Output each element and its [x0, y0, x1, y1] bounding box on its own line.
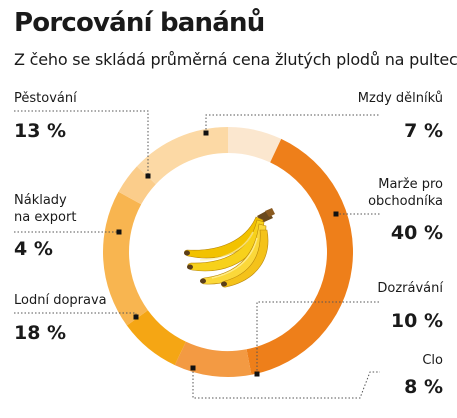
- leader-pestovani-marker: [145, 173, 151, 179]
- leader-clo: [192, 368, 380, 399]
- slice-lodni-doprava: [103, 191, 148, 326]
- label-pestovani: Pěstování: [14, 91, 77, 106]
- label-naklady-export: Náklady na export: [14, 192, 76, 226]
- leader-lodni: [14, 312, 137, 317]
- leader-pestovani: [14, 110, 149, 176]
- value-pestovani: 13 %: [14, 120, 67, 142]
- leader-dozravani: [256, 301, 380, 374]
- label-naklady-line2: na export: [14, 210, 77, 225]
- leader-marze-marker: [333, 211, 339, 217]
- slice-marze-pro-obchodnika: [246, 138, 354, 375]
- value-naklady-export: 4 %: [14, 238, 53, 260]
- leader-clo-marker: [190, 365, 196, 371]
- slice-mzdy-delniku: [228, 127, 282, 163]
- slice-pestovani: [136, 127, 228, 185]
- label-naklady-line1: Náklady: [14, 193, 67, 208]
- label-lodni-doprava: Lodní doprava: [14, 293, 107, 308]
- leader-lodni-marker: [133, 314, 139, 320]
- label-mzdy: Mzdy dělníků: [357, 91, 443, 106]
- value-marze: 40 %: [390, 222, 443, 244]
- label-marze-line1: Marže pro: [378, 177, 443, 192]
- slice-clo: [126, 310, 186, 366]
- leader-mzdy-marker: [203, 130, 209, 136]
- value-mzdy: 7 %: [404, 120, 443, 142]
- leader-mzdy: [205, 114, 380, 133]
- label-dozravani: Dozrávání: [377, 281, 443, 296]
- chart-subtitle: Z čeho se skládá průměrná cena žlutých p…: [14, 50, 457, 69]
- slice-dozravani: [174, 341, 252, 378]
- leader-lines: [14, 110, 380, 399]
- value-dozravani: 10 %: [390, 310, 443, 332]
- bananas-icon: [184, 208, 275, 288]
- value-clo: 8 %: [404, 376, 443, 398]
- label-marze: Marže pro obchodníka: [368, 176, 443, 210]
- label-clo: Clo: [422, 353, 443, 368]
- chart-title: Porcování banánů: [14, 8, 265, 38]
- value-lodni-doprava: 18 %: [14, 322, 67, 344]
- label-marze-line2: obchodníka: [368, 194, 443, 209]
- leader-naklady-marker: [116, 229, 122, 235]
- leader-dozravani-marker: [254, 371, 260, 377]
